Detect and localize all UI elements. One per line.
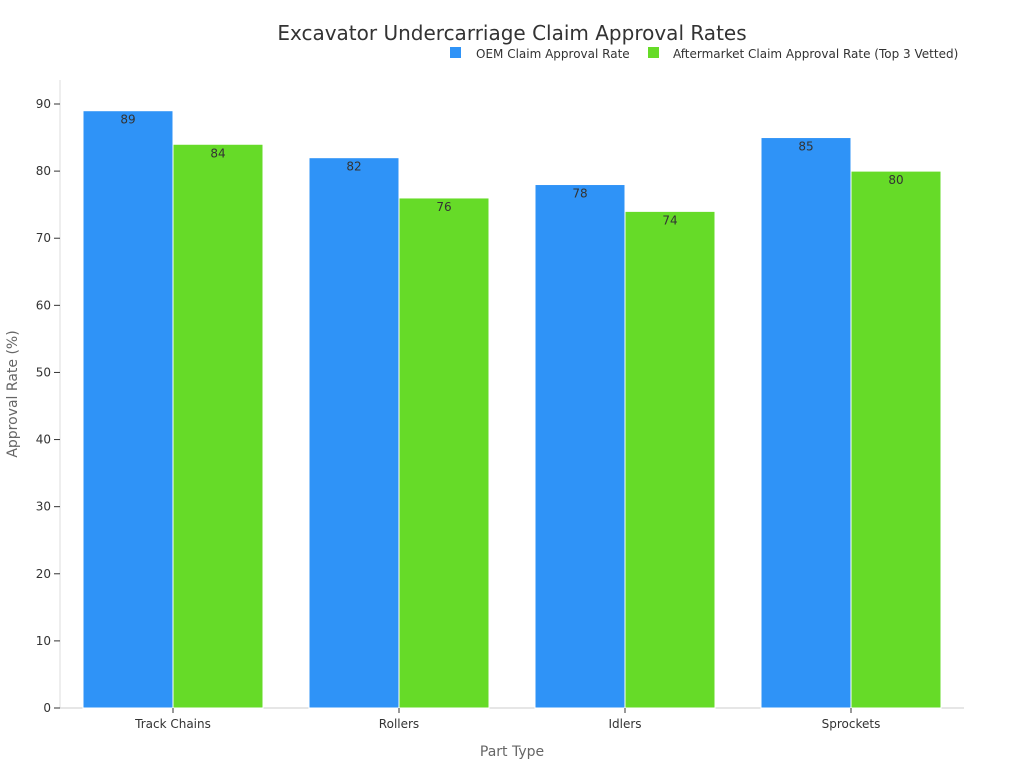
y-tick-label: 10 xyxy=(36,634,51,648)
y-tick-label: 70 xyxy=(36,231,51,245)
legend-swatch-aftermarket xyxy=(648,47,659,58)
y-tick-label: 20 xyxy=(36,567,51,581)
x-ticks: Track Chains Rollers Idlers Sprockets xyxy=(134,708,880,731)
chart-title: Excavator Undercarriage Claim Approval R… xyxy=(277,21,746,45)
bars: 89 84 82 76 78 74 85 80 xyxy=(82,110,942,709)
bar-aftermarket-sprockets xyxy=(850,170,942,709)
data-label: 74 xyxy=(662,213,677,227)
y-axis-title: Approval Rate (%) xyxy=(5,330,21,457)
data-label: 89 xyxy=(120,113,135,127)
data-label: 80 xyxy=(888,173,903,187)
bar-aftermarket-rollers xyxy=(398,197,490,709)
bar-oem-sprockets xyxy=(760,137,852,709)
legend: OEM Claim Approval Rate Aftermarket Clai… xyxy=(450,47,958,61)
y-tick-label: 90 xyxy=(36,97,51,111)
y-ticks: 0 10 20 30 40 50 60 70 80 90 xyxy=(36,97,60,715)
x-tick-label: Rollers xyxy=(379,717,419,731)
y-tick-label: 50 xyxy=(36,365,51,379)
x-tick-label: Idlers xyxy=(608,717,641,731)
y-tick-label: 60 xyxy=(36,298,51,312)
data-label: 84 xyxy=(210,146,225,160)
bar-aftermarket-idlers xyxy=(624,210,716,709)
data-label: 85 xyxy=(798,140,813,154)
x-axis-title: Part Type xyxy=(480,744,544,760)
bar-oem-idlers xyxy=(534,184,626,709)
legend-swatch-oem xyxy=(450,47,461,58)
bar-aftermarket-track-chains xyxy=(172,143,264,709)
data-label: 76 xyxy=(436,200,451,214)
data-label: 82 xyxy=(346,160,361,174)
y-tick-label: 40 xyxy=(36,433,51,447)
bar-oem-track-chains xyxy=(82,110,174,709)
bar-oem-rollers xyxy=(308,157,400,709)
x-tick-label: Sprockets xyxy=(822,717,881,731)
y-tick-label: 30 xyxy=(36,500,51,514)
y-tick-label: 80 xyxy=(36,164,51,178)
legend-label-aftermarket: Aftermarket Claim Approval Rate (Top 3 V… xyxy=(673,47,958,61)
legend-label-oem: OEM Claim Approval Rate xyxy=(476,47,630,61)
data-label: 78 xyxy=(572,187,587,201)
y-tick-label: 0 xyxy=(43,701,51,715)
x-tick-label: Track Chains xyxy=(134,717,211,731)
